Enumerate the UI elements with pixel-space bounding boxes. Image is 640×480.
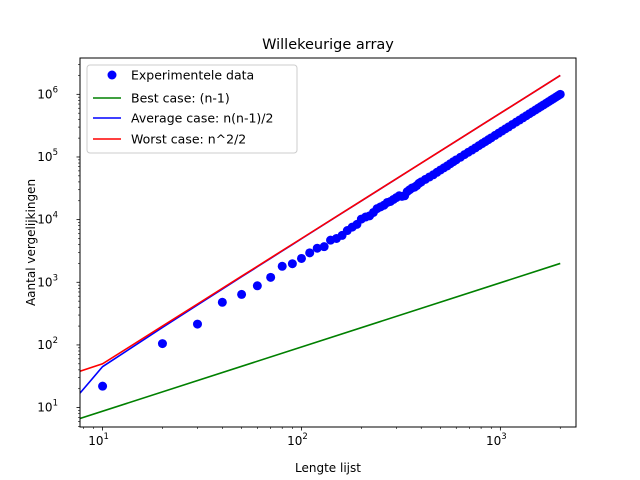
scatter-point: [319, 242, 329, 252]
y-tick-label: 106: [37, 85, 58, 101]
x-tick-label: 102: [287, 432, 308, 448]
y-axis-label: Aantal vergelijkingen: [24, 179, 38, 306]
scatter-point: [252, 281, 262, 291]
legend-marker-experimentele-data: [107, 70, 117, 80]
legend-box: [86, 64, 298, 154]
scatter-point: [266, 272, 276, 282]
scatter-point: [192, 319, 202, 329]
legend-label-average-case: Average case: n(n-1)/2: [131, 111, 273, 126]
series-lines: [80, 74, 561, 420]
legend-label-experimentele-data: Experimentele data: [131, 68, 254, 83]
scatter-point: [277, 261, 287, 271]
legend: Experimentele data Best case: (n-1) Aver…: [86, 64, 298, 154]
scatter-point: [305, 248, 315, 258]
x-axis-label: Lengte lijst: [295, 461, 361, 475]
scatter-points: [98, 89, 565, 391]
y-tick-label: 104: [37, 211, 58, 227]
y-tick-label: 101: [37, 399, 58, 415]
y-axis-ticks: 101 102 103 104 105 106: [37, 64, 80, 427]
legend-label-best-case: Best case: (n-1): [131, 91, 230, 106]
plot-frame: [79, 57, 577, 428]
scatter-point: [555, 89, 565, 99]
scatter-point: [98, 381, 108, 391]
line-worst-case-n-2-2: [80, 74, 561, 373]
line-best-case-n-1: [80, 262, 561, 420]
legend-label-worst-case: Worst case: n^2/2: [131, 132, 246, 147]
scatter-point: [217, 297, 227, 307]
x-tick-label: 103: [486, 432, 507, 448]
scatter-point: [237, 289, 247, 299]
y-tick-label: 102: [37, 336, 58, 352]
y-tick-label: 105: [37, 148, 58, 164]
y-tick-label: 103: [37, 273, 58, 289]
x-tick-label: 101: [88, 432, 109, 448]
x-axis-ticks: 101 102 103: [83, 427, 561, 448]
scatter-point: [287, 259, 297, 269]
chart-title: Willekeurige array: [262, 37, 394, 53]
scatter-point: [312, 243, 322, 253]
scatter-point: [296, 253, 306, 263]
scatter-point: [157, 339, 167, 349]
